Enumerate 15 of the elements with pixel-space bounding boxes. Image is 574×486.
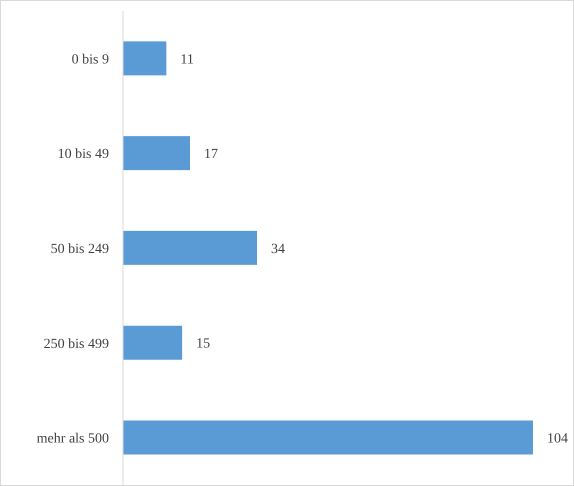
bar [123, 420, 533, 455]
data-label: 15 [196, 336, 210, 352]
y-tick-label: 10 bis 49 [58, 147, 109, 162]
data-label: 104 [547, 432, 568, 447]
data-label: 34 [271, 242, 286, 257]
y-tick-label: mehr als 500 [36, 432, 109, 447]
data-label: 17 [204, 147, 218, 162]
bar [123, 41, 166, 76]
y-tick-label: 50 bis 249 [50, 242, 109, 257]
y-tick-label: 250 bis 499 [44, 336, 109, 352]
bar [123, 326, 182, 360]
y-tick-label: 0 bis 9 [72, 52, 109, 68]
data-label: 11 [180, 52, 194, 68]
bar [123, 230, 258, 265]
bar [123, 136, 190, 170]
